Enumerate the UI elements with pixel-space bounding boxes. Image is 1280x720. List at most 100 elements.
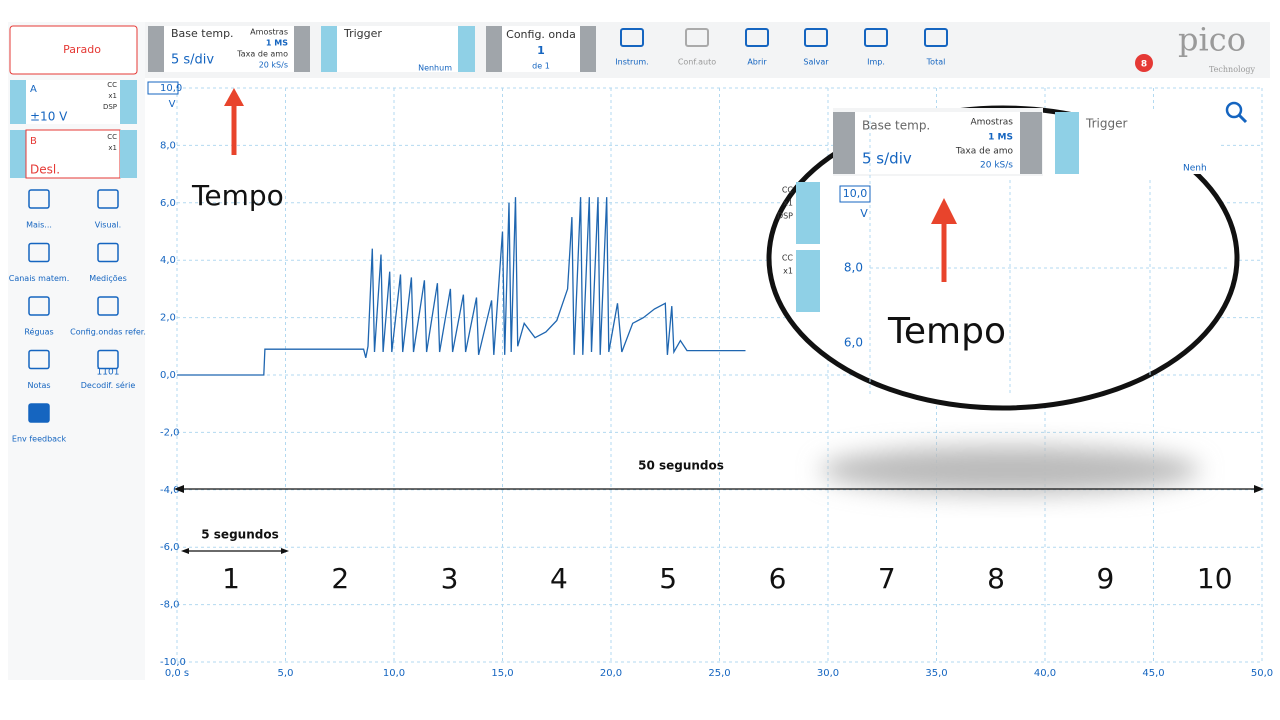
channel-name: B <box>30 136 37 147</box>
inset-text: Taxa de amo <box>955 147 1014 157</box>
inset-timebase <box>855 112 1020 174</box>
y-tick-label: -10,0 <box>160 657 186 668</box>
tool-label: Salvar <box>803 58 829 67</box>
tool-icon[interactable] <box>620 28 644 47</box>
minus-button[interactable] <box>321 26 337 72</box>
badge[interactable] <box>1135 54 1153 72</box>
channel-coupling: CC <box>107 133 117 141</box>
x-tick-label: 0,0 s <box>165 668 189 679</box>
rate-label: Taxa de amo <box>236 50 288 59</box>
inset-text: CC <box>782 186 794 195</box>
inset-unit: V <box>860 207 868 220</box>
inset-trigger <box>1079 112 1219 174</box>
tool-icon[interactable] <box>924 28 948 47</box>
minus-button[interactable] <box>148 26 164 72</box>
sidebar-icon[interactable] <box>97 296 119 316</box>
sidebar-icon[interactable] <box>28 349 50 370</box>
tool-icon[interactable] <box>745 28 769 47</box>
inset-tick: 8,0 <box>844 261 863 275</box>
tool-icon[interactable] <box>804 28 828 47</box>
sidebar-icon[interactable] <box>28 296 50 316</box>
tool-label: Imp. <box>867 58 885 67</box>
division-number: 7 <box>878 562 896 595</box>
span-total: 50 segundos <box>638 459 724 473</box>
plus-button[interactable] <box>294 26 310 72</box>
y-tick-label: 6,0 <box>160 198 176 209</box>
sidebar-label: Visual. <box>95 221 121 230</box>
plus-button[interactable] <box>120 80 137 124</box>
inset-text: CC <box>782 254 794 263</box>
y-tick-label: 4,0 <box>160 255 176 266</box>
channel-name: A <box>30 84 37 95</box>
x-tick-label: 15,0 <box>491 668 513 679</box>
channel-range: Desl. <box>30 163 60 177</box>
plus-button[interactable] <box>120 130 137 178</box>
plus-button[interactable] <box>458 26 475 72</box>
minus-button[interactable] <box>10 130 26 178</box>
tool-label: Instrum. <box>615 58 648 67</box>
y-unit: V <box>169 99 176 110</box>
plus-button <box>1020 112 1042 174</box>
waveform <box>177 197 746 376</box>
arrow-head <box>174 485 184 493</box>
channel-probe: x1 <box>108 144 117 152</box>
division-number: 3 <box>441 562 459 595</box>
trigger-mode: Nenhum <box>418 64 452 73</box>
inset-text: Amostras <box>970 118 1013 128</box>
waveform-label: Config. onda <box>506 28 576 41</box>
sidebar-icon[interactable] <box>97 242 119 263</box>
channel-a[interactable] <box>26 80 120 124</box>
timebase-label: Base temp. <box>171 27 234 40</box>
inset-text: 5 s/div <box>862 150 912 168</box>
y-tick-label: -8,0 <box>160 600 180 611</box>
x-tick-label: 35,0 <box>925 668 947 679</box>
sidebar-icon[interactable] <box>97 349 119 370</box>
channel-probe: x1 <box>108 92 117 100</box>
sidebar-icon[interactable] <box>28 242 50 263</box>
zoom-button[interactable] <box>1225 101 1243 119</box>
plus-button <box>796 182 820 244</box>
division-number: 9 <box>1096 562 1114 595</box>
division-number: 2 <box>331 562 349 595</box>
sidebar-icon[interactable] <box>28 403 50 423</box>
samples-label: Amostras <box>250 28 288 37</box>
y-tick-label: 2,0 <box>160 313 176 324</box>
decode-icon: 1101 <box>97 368 120 378</box>
channel-b[interactable] <box>25 129 121 179</box>
y-tick-label: 10,0 <box>160 83 182 94</box>
channel-range: ±10 V <box>30 110 68 124</box>
sidebar-label: Config.ondas refer. <box>70 328 146 337</box>
tool-label: Abrir <box>747 58 767 67</box>
sidebar-icon[interactable] <box>28 189 50 209</box>
arrow-head <box>931 198 957 224</box>
axis-marker <box>147 81 179 95</box>
inset-text: Base temp. <box>862 119 930 133</box>
tool-icon[interactable] <box>864 28 888 47</box>
y-tick-label: -4,0 <box>160 485 180 496</box>
tool-label: Conf.auto <box>678 58 716 67</box>
sidebar-label: Medições <box>89 274 127 283</box>
plus-button[interactable] <box>580 26 596 72</box>
sidebar-label: Réguas <box>24 327 53 337</box>
division-number: 6 <box>769 562 787 595</box>
inset-text: DSP <box>777 212 793 221</box>
plus-button <box>796 250 820 312</box>
waveform-panel <box>502 26 580 72</box>
x-tick-label: 5,0 <box>278 668 294 679</box>
minus-button[interactable] <box>10 80 26 124</box>
y-tick-label: -6,0 <box>160 542 180 553</box>
minus-button[interactable] <box>486 26 502 72</box>
sidebar-label: Env feedback <box>12 435 67 444</box>
y-tick-label: 0,0 <box>160 370 176 381</box>
zoom-handle <box>1237 113 1248 124</box>
waveform-of: de 1 <box>532 62 550 71</box>
x-tick-label: 50,0 <box>1251 668 1273 679</box>
logo-sub: Technology <box>1209 65 1256 74</box>
channel-coupling: CC <box>107 81 117 89</box>
run-button[interactable] <box>9 25 138 75</box>
inset-text: 1 MS <box>988 133 1013 143</box>
sidebar-icon[interactable] <box>97 189 119 209</box>
tool-icon[interactable] <box>685 28 709 47</box>
inset-tick: 6,0 <box>844 336 863 350</box>
